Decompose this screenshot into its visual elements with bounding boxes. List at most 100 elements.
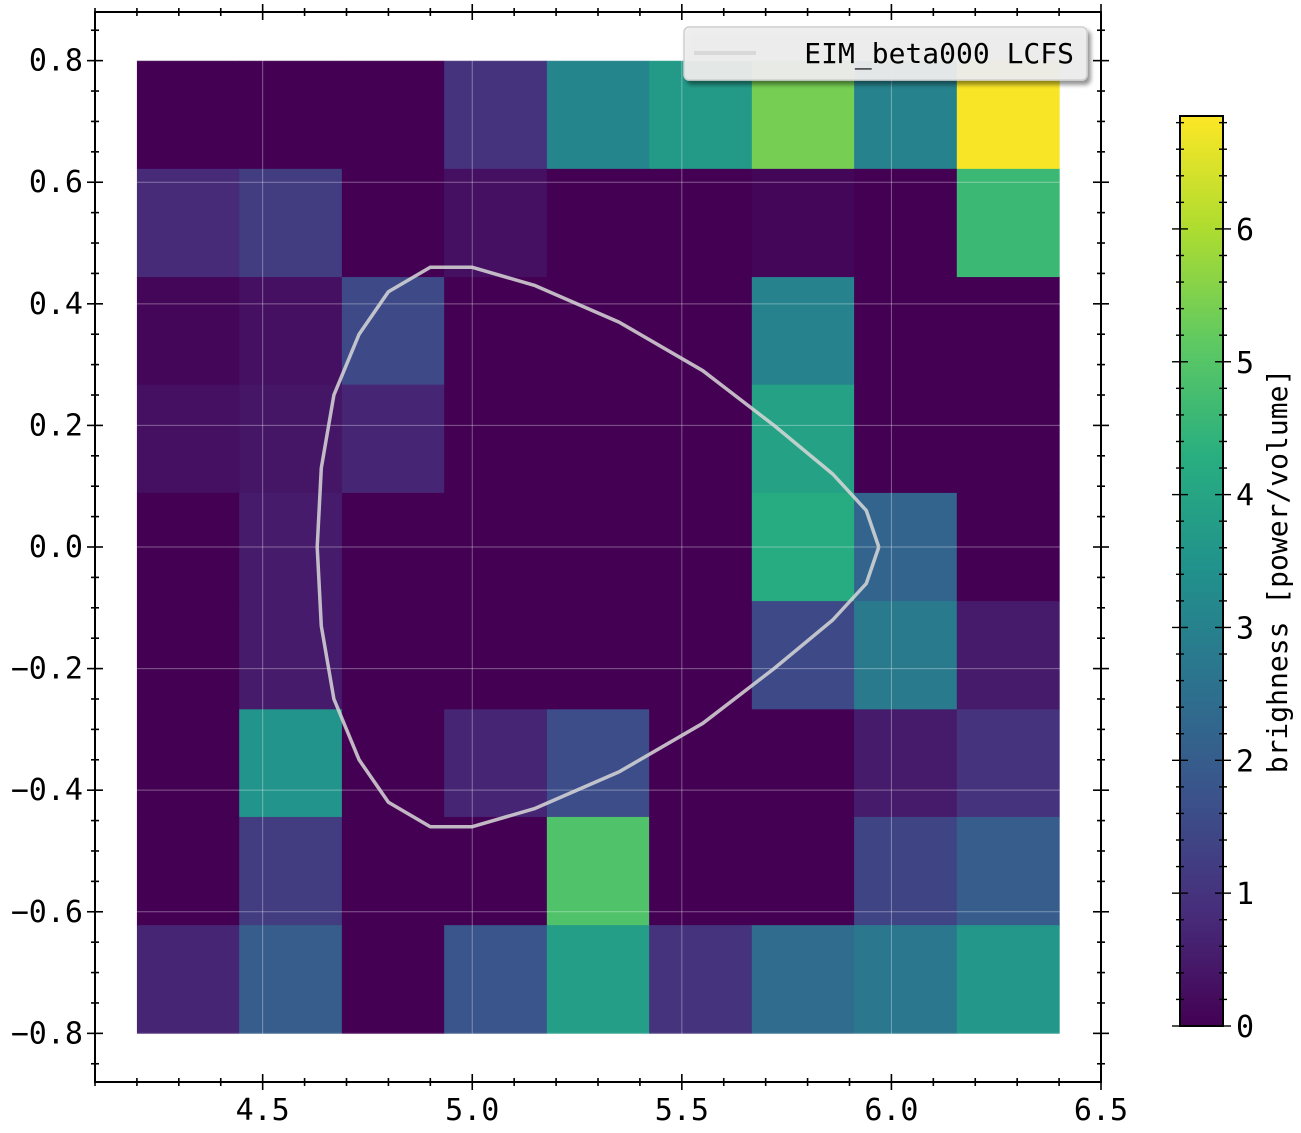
y-tick-label: −0.4 xyxy=(11,773,83,808)
heatmap-cell xyxy=(444,709,548,818)
heatmap-cell xyxy=(341,384,445,494)
heatmap-cell xyxy=(341,277,445,386)
lcfs-curve xyxy=(315,265,881,829)
heatmap-cell xyxy=(751,601,855,710)
heatmap-cell xyxy=(136,60,240,170)
heatmap-cells xyxy=(136,60,1060,1034)
x-tick-label: 6.0 xyxy=(864,1093,918,1128)
y-tick-labels: 0.8 0.6 0.4 0.2 0.0 −0.2 −0.4 −0.6 −0.8 xyxy=(11,44,83,1052)
legend xyxy=(683,26,1088,81)
x-tick-label: 5.5 xyxy=(655,1093,709,1128)
heatmap-cell xyxy=(239,168,343,278)
y-tick-label: 0.6 xyxy=(29,165,83,200)
y-tick-label: 0.2 xyxy=(29,408,83,443)
heatmap-cell xyxy=(546,384,650,494)
heatmap-cell xyxy=(546,60,650,170)
heatmap-cell xyxy=(136,168,240,278)
colorbar-tick-label: 4 xyxy=(1236,479,1254,514)
x-tick-label: 4.5 xyxy=(236,1093,290,1128)
heatmap-cell xyxy=(239,60,343,170)
heatmap-cell xyxy=(649,492,753,602)
colorbar-tick-label: 1 xyxy=(1236,877,1254,912)
legend-box xyxy=(683,26,1088,81)
heatmap-cell xyxy=(649,709,753,818)
heatmap-cell xyxy=(751,277,855,386)
heatmap-cell xyxy=(341,925,445,1034)
heatmap-cell xyxy=(444,60,548,170)
heatmap-cell xyxy=(239,277,343,386)
heatmap-cell xyxy=(136,601,240,710)
heatmap-cell xyxy=(751,816,855,926)
heatmap-cell xyxy=(546,816,650,926)
legend-label: EIM_beta000 LCFS xyxy=(804,37,1074,71)
heatmap-cell xyxy=(956,709,1060,818)
heatmap-cell xyxy=(341,168,445,278)
heatmap-cell xyxy=(649,168,753,278)
heatmap-cell xyxy=(136,925,240,1034)
y-tick-label: 0.4 xyxy=(29,287,83,322)
heatmap-cell xyxy=(444,277,548,386)
axis-ticks xyxy=(87,4,1109,1090)
heatmap-cell xyxy=(956,601,1060,710)
heatmap-cell xyxy=(546,168,650,278)
x-tick-label: 6.5 xyxy=(1074,1093,1128,1128)
heatmap-cell xyxy=(136,709,240,818)
x-tick-labels: 4.5 5.0 5.5 6.0 6.5 xyxy=(236,1093,1129,1128)
heatmap-cell xyxy=(239,709,343,818)
heatmap-cell xyxy=(956,384,1060,494)
heatmap-cell xyxy=(546,492,650,602)
heatmap-cell xyxy=(444,168,548,278)
colorbar-gradient xyxy=(1179,115,1224,1027)
heatmap-cell xyxy=(854,601,958,710)
heatmap-cell xyxy=(239,492,343,602)
heatmap-cell xyxy=(136,277,240,386)
colorbar-tick-label: 0 xyxy=(1236,1010,1254,1045)
heatmap-cell xyxy=(136,492,240,602)
heatmap-cell xyxy=(956,168,1060,278)
heatmap-cell xyxy=(341,60,445,170)
heatmap-cell xyxy=(854,168,958,278)
colorbar-tick-label: 6 xyxy=(1236,213,1254,248)
heatmap-cell xyxy=(444,492,548,602)
heatmap-cell xyxy=(649,816,753,926)
heatmap-cell xyxy=(239,816,343,926)
heatmap-cell xyxy=(341,492,445,602)
heatmap-cell xyxy=(854,816,958,926)
heatmap-cell xyxy=(751,925,855,1034)
lcfs-layer xyxy=(315,265,881,829)
heatmap-cell xyxy=(444,384,548,494)
heatmap-cell xyxy=(649,601,753,710)
heatmap-cell xyxy=(444,816,548,926)
heatmap-cell xyxy=(341,816,445,926)
heatmap-cell xyxy=(341,709,445,818)
x-tick-label: 5.0 xyxy=(445,1093,499,1128)
y-tick-label: −0.2 xyxy=(11,652,83,687)
heatmap-cell xyxy=(444,925,548,1034)
heatmap-cell xyxy=(956,925,1060,1034)
heatmap-cell xyxy=(649,277,753,386)
heatmap-cell xyxy=(136,816,240,926)
heatmap-cell xyxy=(649,384,753,494)
heatmap-cell xyxy=(239,925,343,1034)
heatmap-cell xyxy=(751,168,855,278)
heatmap-cell xyxy=(751,709,855,818)
heatmap-cell xyxy=(956,816,1060,926)
heatmap-cell xyxy=(854,492,958,602)
y-tick-label: 0.0 xyxy=(29,530,83,565)
heatmap-cell xyxy=(854,277,958,386)
heatmap-cell xyxy=(956,492,1060,602)
heatmap-cell xyxy=(444,601,548,710)
colorbar-ticks: 0 1 2 3 4 5 6 xyxy=(1172,121,1254,1045)
heatmap-cell xyxy=(854,709,958,818)
heatmap-cell xyxy=(649,925,753,1034)
heatmap-cell xyxy=(751,384,855,494)
colorbar-label: brighness [power/volume] xyxy=(1261,369,1294,774)
y-tick-label: −0.6 xyxy=(11,895,83,930)
colorbar: 0 1 2 3 4 5 6 brighness [power/volume] xyxy=(1172,115,1294,1045)
colorbar-tick-label: 2 xyxy=(1236,744,1254,779)
heatmap-cell xyxy=(854,925,958,1034)
heatmap-cell xyxy=(546,925,650,1034)
heatmap-cell xyxy=(341,601,445,710)
heatmap-cell xyxy=(136,384,240,494)
